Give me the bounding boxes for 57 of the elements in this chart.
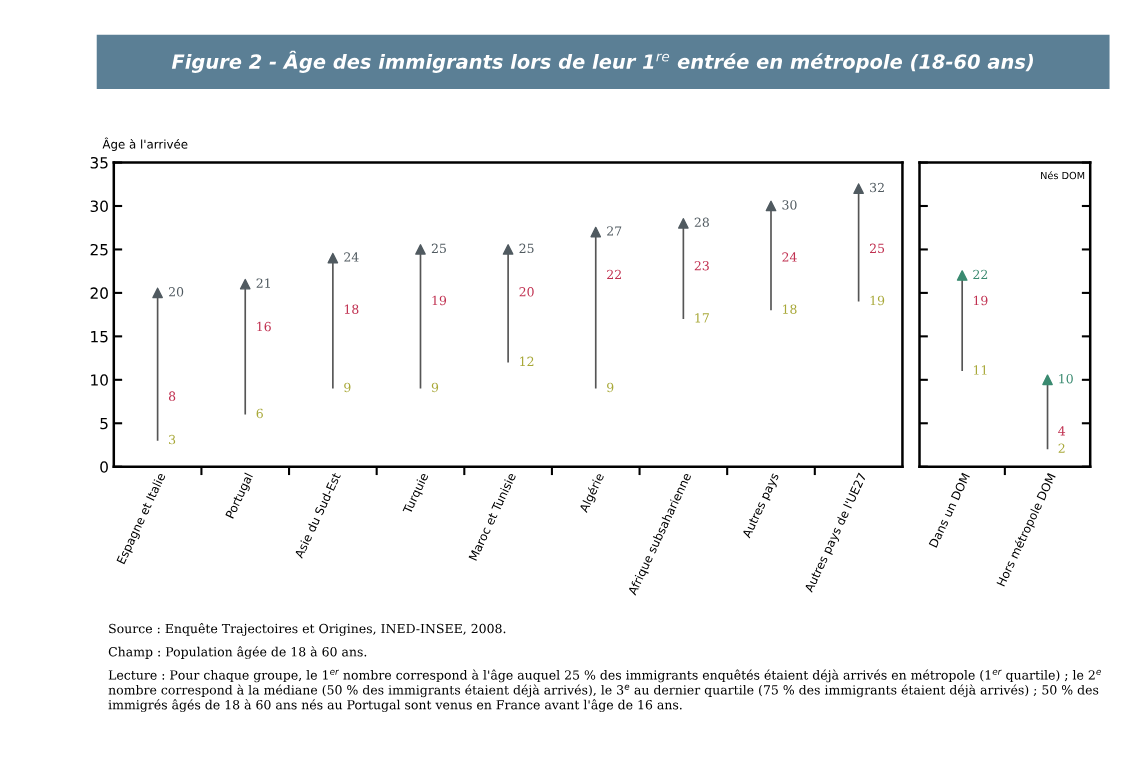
annotation: 18 bbox=[344, 304, 359, 314]
annotation: 17 bbox=[695, 313, 709, 323]
data-label: 22 bbox=[973, 269, 988, 279]
data-label: 10 bbox=[1059, 373, 1073, 384]
annotation: 22 bbox=[607, 269, 621, 279]
data-label: 24 bbox=[344, 252, 359, 262]
point bbox=[590, 226, 602, 238]
annotation: 11 bbox=[973, 365, 987, 375]
y-tick-label: 15 bbox=[91, 331, 108, 343]
y-tick-label: 0 bbox=[100, 461, 108, 473]
annotation: 18 bbox=[783, 304, 797, 314]
y-tick-label: 20 bbox=[90, 287, 108, 299]
annotation: 9 bbox=[607, 382, 614, 393]
data-label: 27 bbox=[607, 226, 622, 236]
data-label: 25 bbox=[431, 243, 446, 254]
chart-title: Figure 2 - Âge des immigrants lors de leur 1$^{re}$ entrée en métropole (18-60 ans) bbox=[171, 50, 1033, 73]
point bbox=[502, 244, 514, 255]
point bbox=[327, 252, 339, 264]
data-label: 30 bbox=[782, 200, 797, 210]
annotation: 16 bbox=[257, 321, 271, 332]
annotation: 19 bbox=[432, 295, 447, 306]
point bbox=[152, 287, 163, 299]
annotation: 24 bbox=[782, 252, 797, 262]
data-label: 21 bbox=[256, 278, 270, 288]
y-tick-label: 5 bbox=[100, 417, 108, 430]
data-label: 25 bbox=[519, 243, 534, 254]
annotation: 9 bbox=[431, 382, 439, 393]
y-tick-label: 25 bbox=[90, 243, 108, 256]
annotation: 25 bbox=[869, 243, 885, 254]
annotation: 19 bbox=[973, 295, 988, 306]
annotation: 19 bbox=[870, 295, 885, 306]
source-note: Source : Enquête Trajectoires et Origines, INED-INSEE, 2008. bbox=[109, 623, 506, 636]
annotation: 20 bbox=[519, 287, 534, 297]
point bbox=[765, 200, 777, 212]
annotation: 6 bbox=[256, 408, 263, 419]
point bbox=[853, 183, 864, 194]
y-tick-label: 10 bbox=[91, 374, 108, 386]
x-tick-label: Dans un DOM bbox=[928, 472, 970, 548]
annotation: 2 bbox=[1058, 443, 1065, 453]
text: Champ : Population âgée de 18 à 60 ans. bbox=[108, 646, 367, 660]
annotation: 9 bbox=[344, 382, 351, 393]
y-axis-title: Âge à l'arrivée bbox=[102, 137, 188, 151]
text: Lecture : Pour chaque groupe, le 1$^{er}$ nombre correspond à l'âge auquel 25 % des immigrants enquêtés étaient déjà arrivés en métropole (1$^{er}$ quartile) ; le 2$^{e}$ nombre correspond à la médiane (50 % des immigrants étaient déjà arrivés), le 3$^{e}$ au dernier quartile (75 % des immigrants étaient déjà arrivés) ; 50 % des immigrés âgés de 18 à 60 ans nés au Portugal sont venus en France avant l'âge de 16 ans. bbox=[108, 669, 1101, 713]
data-label: 20 bbox=[168, 287, 184, 297]
y-tick-label: 35 bbox=[90, 157, 108, 169]
point bbox=[239, 278, 251, 290]
data-label: 28 bbox=[694, 217, 709, 227]
data-label: 32 bbox=[870, 182, 884, 193]
annotation: 12 bbox=[520, 356, 534, 366]
point bbox=[678, 218, 689, 229]
annotation: 3 bbox=[169, 434, 176, 445]
y-tick-label: 30 bbox=[90, 200, 108, 213]
annotation: 8 bbox=[168, 391, 176, 401]
annotation: Nés DOM bbox=[1041, 171, 1085, 180]
point bbox=[415, 244, 426, 255]
annotation: 23 bbox=[694, 261, 709, 271]
annotation: 4 bbox=[1058, 426, 1066, 436]
